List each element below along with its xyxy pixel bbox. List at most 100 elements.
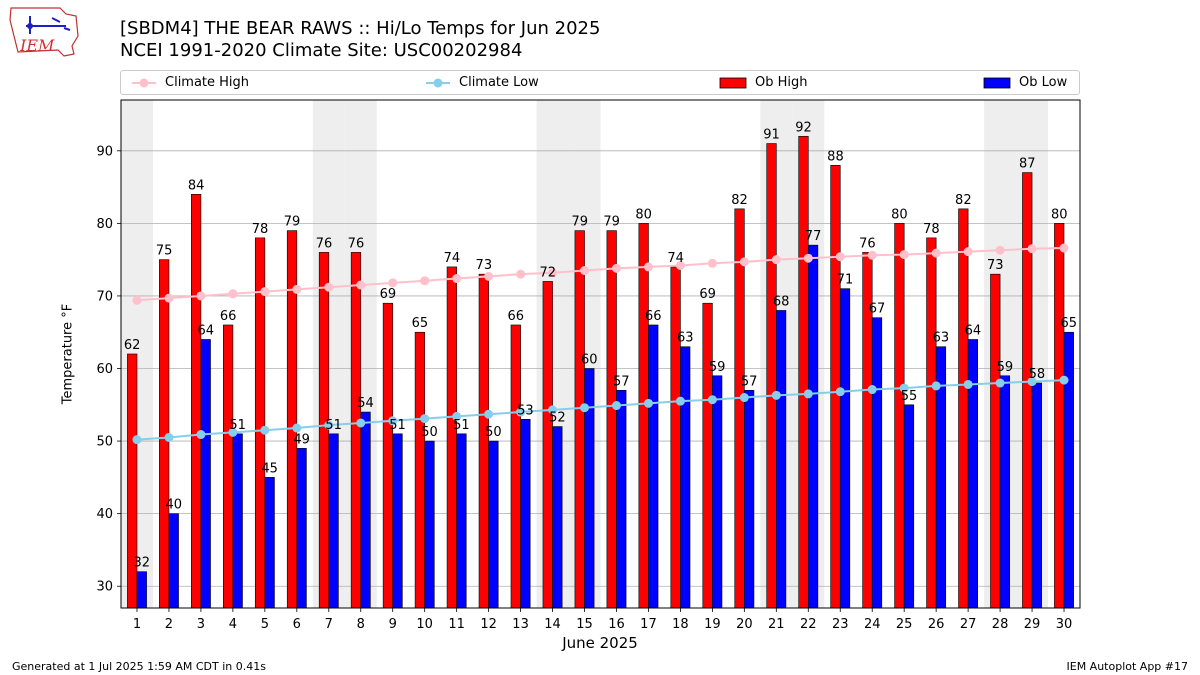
y-axis-label: Temperature °F [60,303,76,405]
legend-label-climate-high: Climate High [165,75,250,90]
data-label-ob-high: 62 [124,338,141,353]
climate-low-point [292,423,302,433]
x-tick-label: 25 [896,617,913,632]
x-tick-label: 27 [960,617,977,632]
data-label-ob-high: 80 [635,207,652,222]
bar-ob-high [670,266,681,609]
bar-ob-low [360,411,371,609]
climate-high-point [580,266,590,276]
data-label-ob-high: 69 [699,287,716,302]
bar-ob-low [839,288,851,609]
data-label-ob-low: 51 [453,418,470,433]
data-label-ob-high: 79 [284,215,301,230]
bar-ob-high [830,165,841,609]
bar-ob-high [702,302,713,609]
climate-high-point [484,271,494,281]
climate-high-point [611,263,621,273]
x-tick-label: 29 [1024,617,1041,632]
x-tick-label: 16 [608,617,625,632]
climate-low-point [675,396,685,406]
climate-high-point [643,262,653,272]
climate-low-point [580,403,590,413]
x-tick-label: 13 [512,617,529,632]
x-tick-label: 3 [197,617,205,632]
x-tick-label: 1 [133,617,141,632]
y-tick-label: 40 [96,507,113,522]
bar-ob-low [1031,382,1042,609]
legend-swatch-climate-high [132,78,156,87]
data-label-ob-high: 69 [380,287,397,302]
bar-ob-high [510,324,521,609]
data-label-ob-low: 64 [965,323,982,338]
bar-ob-low [328,433,339,609]
climate-high-point [516,269,526,279]
bar-ob-high [606,230,617,609]
iem-logo: IEM [9,7,79,57]
data-label-ob-high: 78 [252,222,269,237]
bar-ob-low [903,404,915,609]
x-tick-label: 17 [640,617,657,632]
bar-ob-high [446,266,457,609]
data-label-ob-high: 74 [444,251,461,266]
x-tick-label: 9 [389,617,397,632]
data-label-ob-high: 87 [1019,157,1036,172]
bar-ob-high [894,223,905,609]
climate-high-point [452,274,462,284]
climate-low-point [132,435,142,445]
climate-high-point [899,250,909,260]
x-tick-label: 7 [325,617,333,632]
data-label-ob-low: 57 [741,374,758,389]
bar-ob-low [232,433,243,609]
climate-high-point [931,248,941,258]
legend-label-ob-high: Ob High [755,75,808,90]
climate-low-point [516,407,526,417]
climate-high-point [164,293,174,303]
climate-low-point [803,389,813,399]
footer-generated: Generated at 1 Jul 2025 1:59 AM CDT in 0… [12,660,266,673]
bar-ob-low [648,324,659,609]
climate-low-point [356,418,366,428]
data-label-ob-low: 57 [613,374,630,389]
data-label-ob-low: 77 [805,229,822,244]
climate-low-point [995,378,1005,388]
x-tick-label: 11 [448,617,465,632]
legend-item-climate-high: Climate High [131,74,249,91]
y-tick-label: 60 [96,362,113,377]
data-label-ob-low: 66 [645,309,662,324]
data-label-ob-high: 73 [987,258,1004,273]
climate-low-point [1059,375,1069,385]
climate-high-point [739,257,749,267]
bar-ob-low [680,346,691,609]
bar-ob-high [926,237,937,609]
climate-high-point [356,280,366,290]
climate-low-point [324,420,334,430]
bar-ob-high [798,135,809,609]
climate-high-point [548,268,558,278]
data-label-ob-high: 84 [188,178,205,193]
data-label-ob-high: 82 [955,193,972,208]
x-tick-label: 6 [293,617,301,632]
data-label-ob-low: 45 [261,461,278,476]
bar-ob-low [616,389,627,609]
chart-legend: Climate High Climate Low Ob High Ob Low [120,70,1080,95]
x-tick-label: 8 [357,617,365,632]
climate-high-point [196,291,206,301]
bar-ob-high [766,143,777,609]
y-tick-label: 90 [96,144,113,159]
bar-ob-high [638,223,649,609]
climate-low-line [136,379,1065,441]
data-label-ob-low: 52 [549,411,566,426]
bar-ob-low [136,571,147,609]
bar-ob-low [776,310,787,609]
bar-ob-low [967,339,979,609]
x-tick-label: 26 [928,617,945,632]
bar-ob-high [350,252,362,609]
legend-label-climate-low: Climate Low [459,75,539,90]
data-label-ob-low: 59 [709,360,726,375]
data-label-ob-high: 74 [667,251,684,266]
climate-low-point [867,385,877,395]
climate-low-point [420,414,430,424]
bar-ob-low [999,375,1010,609]
x-tick-label: 4 [229,617,237,632]
climate-low-point [484,409,494,419]
